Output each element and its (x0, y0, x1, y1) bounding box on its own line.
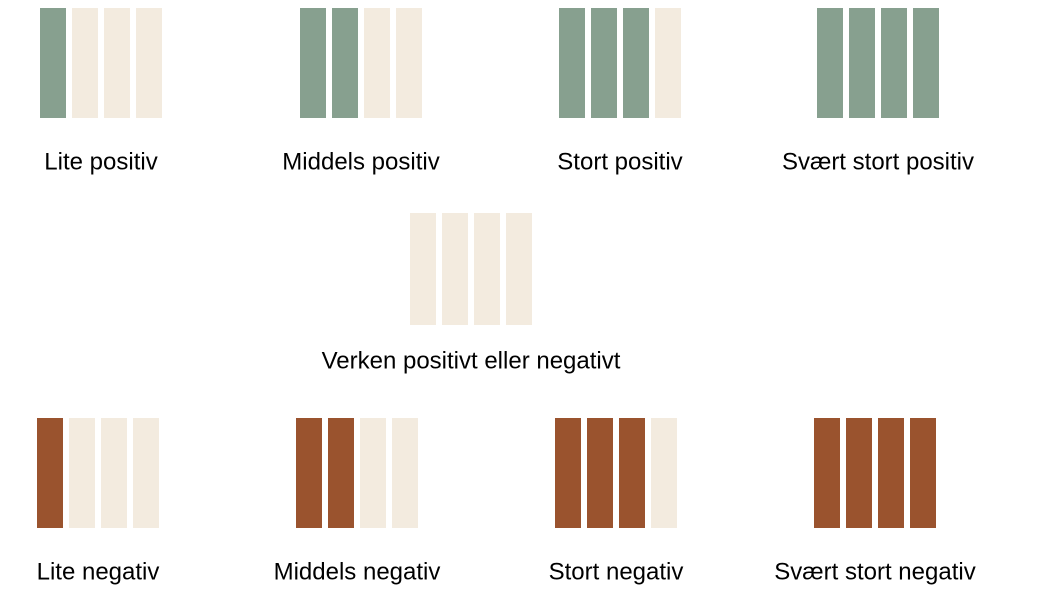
filled-bar (587, 418, 613, 528)
item-label: Lite negativ (37, 558, 160, 585)
item-label: Middels positiv (282, 148, 439, 175)
empty-bar (392, 418, 418, 528)
filled-bar (40, 8, 66, 118)
filled-bar (849, 8, 875, 118)
empty-bar (442, 213, 468, 325)
empty-bar (72, 8, 98, 118)
empty-bar (133, 418, 159, 528)
empty-bar (474, 213, 500, 325)
filled-bar (332, 8, 358, 118)
filled-bar (878, 418, 904, 528)
empty-bar (101, 418, 127, 528)
item-label: Stort negativ (549, 558, 684, 585)
filled-bar (296, 418, 322, 528)
empty-bar (396, 8, 422, 118)
filled-bar (910, 418, 936, 528)
filled-bar (814, 418, 840, 528)
empty-bar (410, 213, 436, 325)
item-label: Svært stort positiv (782, 148, 974, 175)
filled-bar (559, 8, 585, 118)
empty-bar (506, 213, 532, 325)
empty-bar (655, 8, 681, 118)
empty-bar (651, 418, 677, 528)
filled-bar (591, 8, 617, 118)
filled-bar (37, 418, 63, 528)
item-label: Svært stort negativ (774, 558, 975, 585)
item-label: Stort positiv (557, 148, 682, 175)
empty-bar (69, 418, 95, 528)
filled-bar (300, 8, 326, 118)
item-label: Verken positivt eller negativt (322, 347, 621, 374)
filled-bar (846, 418, 872, 528)
empty-bar (364, 8, 390, 118)
filled-bar (619, 418, 645, 528)
filled-bar (817, 8, 843, 118)
item-label: Middels negativ (274, 558, 441, 585)
filled-bar (881, 8, 907, 118)
empty-bar (104, 8, 130, 118)
filled-bar (913, 8, 939, 118)
item-label: Lite positiv (44, 148, 157, 175)
empty-bar (136, 8, 162, 118)
filled-bar (623, 8, 649, 118)
empty-bar (360, 418, 386, 528)
filled-bar (328, 418, 354, 528)
filled-bar (555, 418, 581, 528)
